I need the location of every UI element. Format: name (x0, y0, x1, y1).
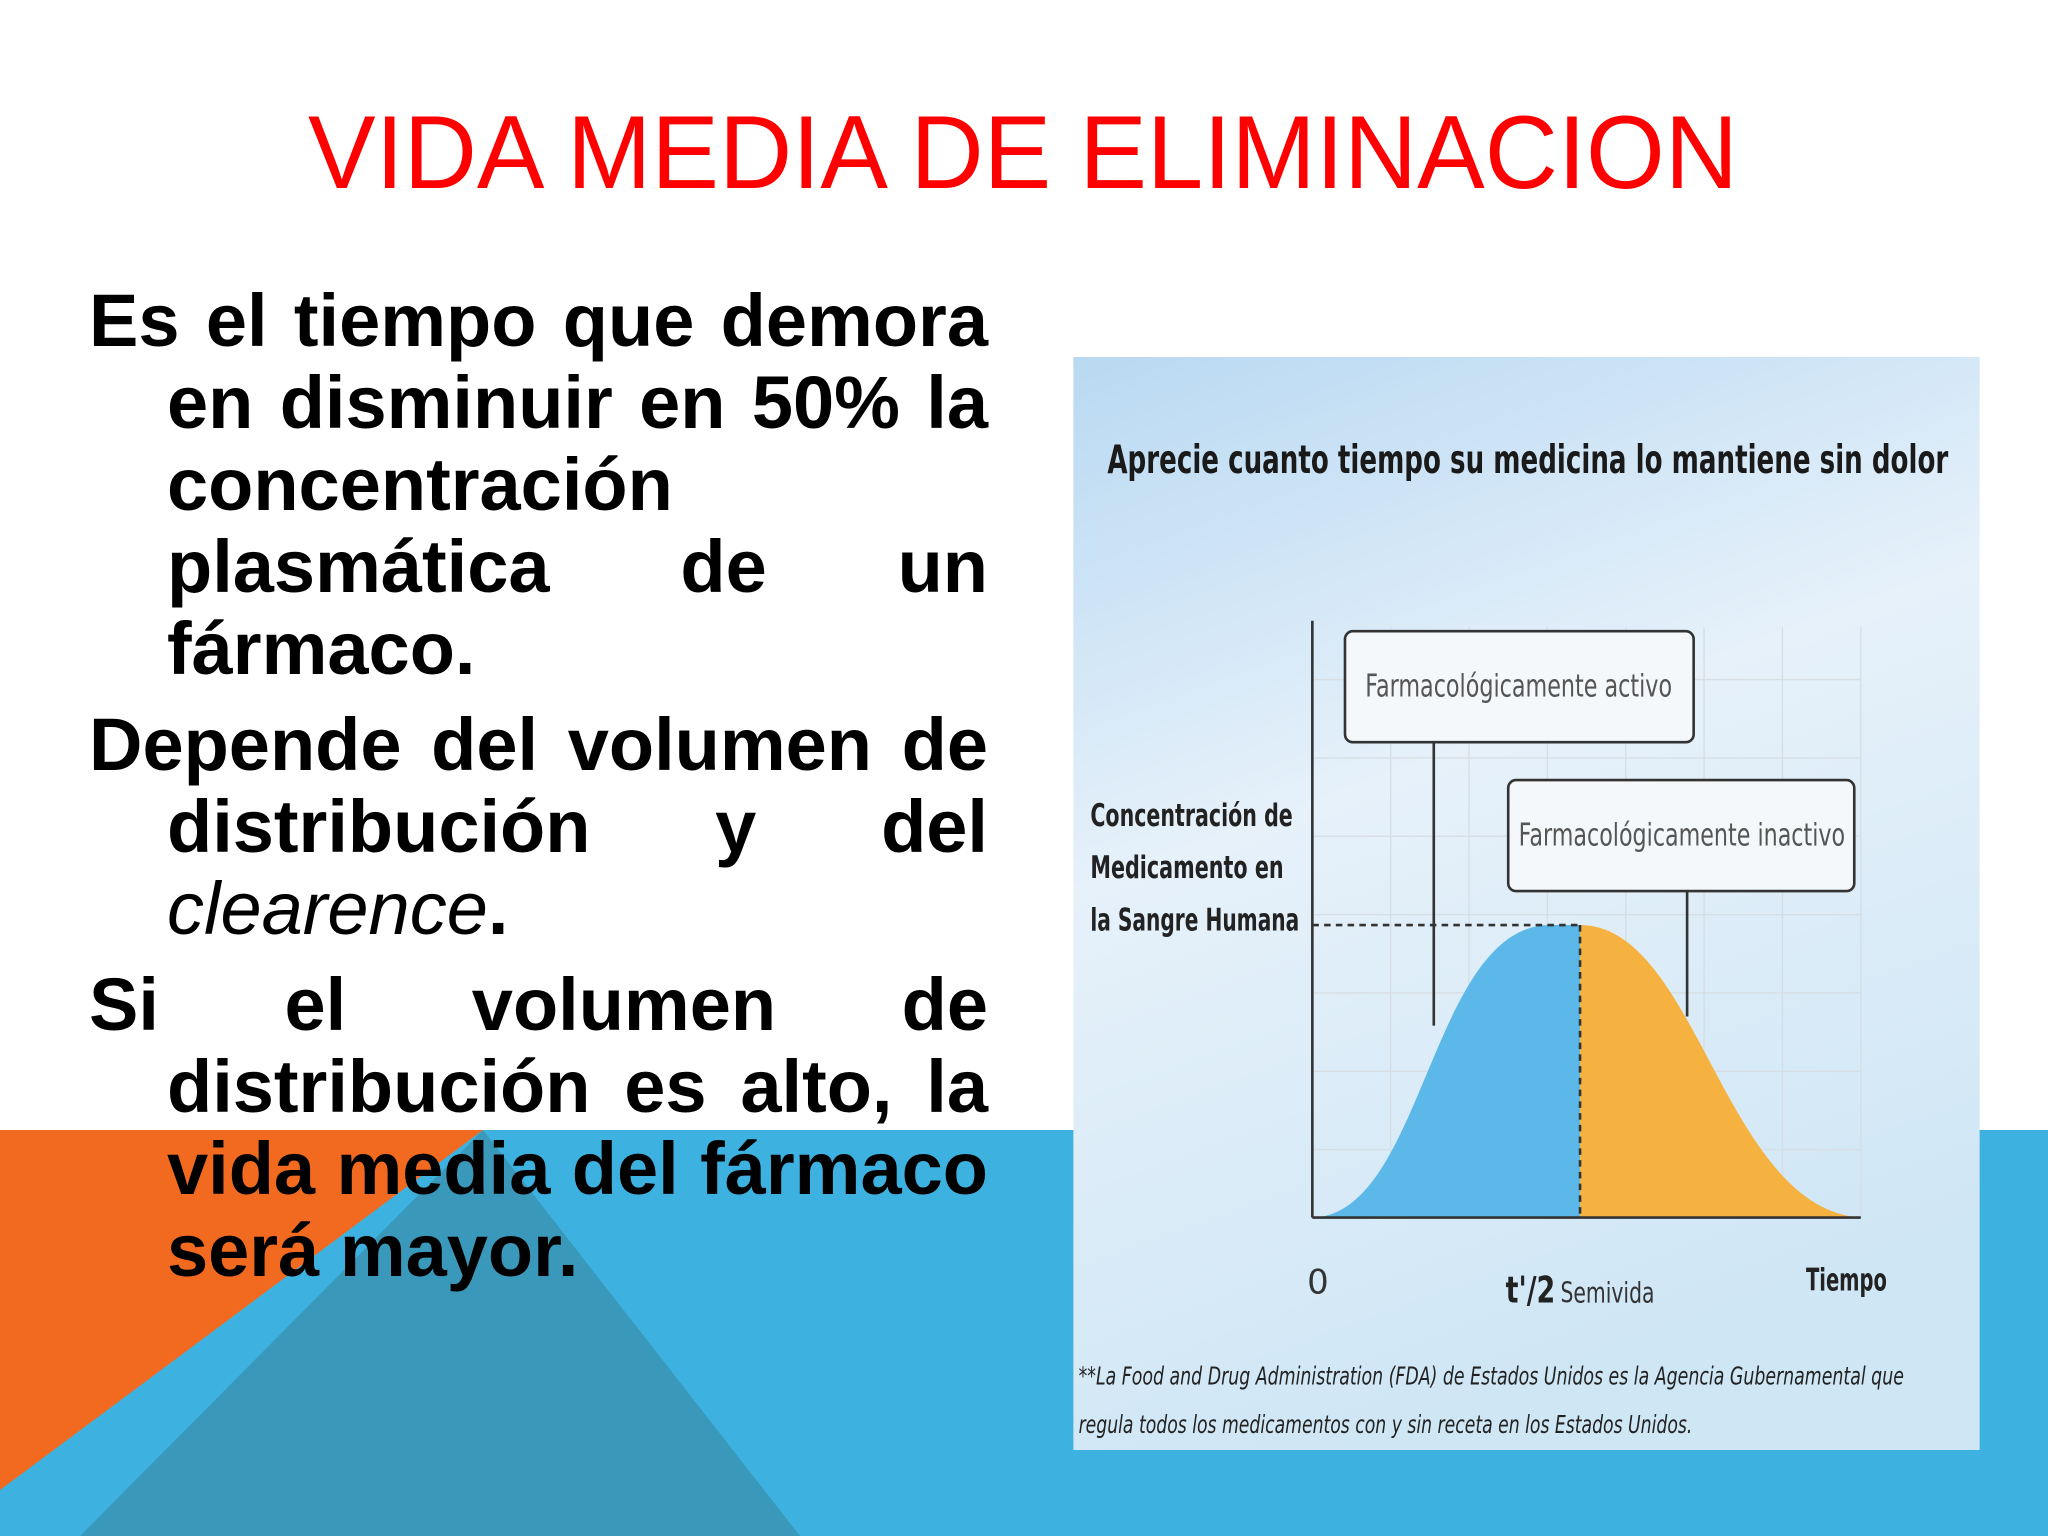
x-label-origin: 0 (1307, 1262, 1329, 1302)
box-label: Farmacológicamente activo (1365, 669, 1672, 705)
bullet: Depende del volumen de distribución y de… (89, 704, 988, 950)
x-label-note: Semivida (1560, 1275, 1654, 1309)
bullet: Es el tiempo que demora en disminuir en … (89, 279, 988, 690)
title-area: VIDA MEDIA DE ELIMINACION (308, 95, 1738, 211)
bullet-tail: . (487, 867, 509, 950)
y-label: Medicamento en (1090, 850, 1283, 886)
box-label: Farmacológicamente inactivo (1519, 817, 1845, 853)
inactive-area (1580, 925, 1861, 1218)
footnote: **La Food and Drug Administration (FDA) … (1079, 1362, 1904, 1391)
figure-title: Aprecie cuanto tiempo su medicina lo man… (1107, 438, 1948, 483)
bullet-list: Es el tiempo que demora en disminuir en … (89, 280, 988, 1306)
active-area (1312, 925, 1581, 1218)
bullet: Si el volumen de distribución es alto, l… (89, 963, 988, 1292)
orange-triangle (0, 1130, 483, 1490)
figure: Aprecie cuanto tiempo su medicina lo man… (1073, 357, 1980, 1450)
slide-title: VIDA MEDIA DE ELIMINACION (308, 95, 1738, 211)
bullet-emphasis: clearence (167, 867, 488, 950)
x-label-end: Tiempo (1806, 1263, 1887, 1299)
dark-triangle (80, 1130, 800, 1536)
y-label: la Sangre Humana (1090, 902, 1299, 938)
figure-background (1073, 357, 1980, 1450)
bullet-text: Depende del volumen de distribución y de… (89, 703, 988, 868)
label-box (1506, 778, 1856, 893)
y-label: Concentración de (1090, 798, 1292, 834)
label-box (1343, 629, 1695, 744)
footnote: regula todos los medicamentos con y sin … (1079, 1410, 1693, 1439)
x-label-half-life: t'/2 (1506, 1268, 1556, 1311)
